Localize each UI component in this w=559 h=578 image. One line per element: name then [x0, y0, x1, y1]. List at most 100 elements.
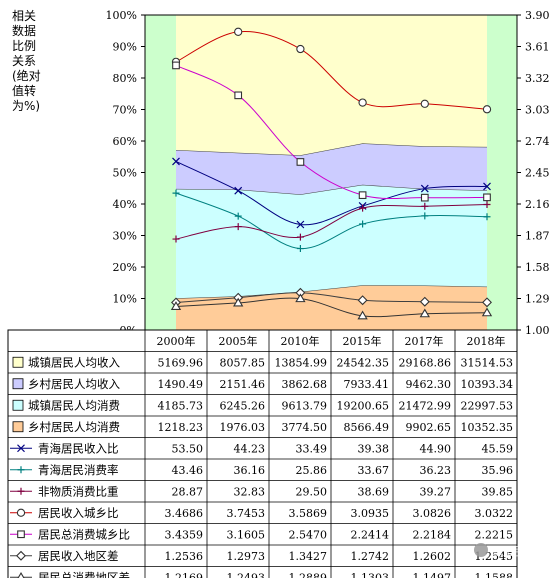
- line-series-10: [175, 297, 488, 318]
- table-cell: 1490.49: [158, 378, 204, 391]
- table-cell: 9613.79: [282, 399, 328, 412]
- table-cell: 25.86: [296, 464, 328, 477]
- table-cell: 43.46: [172, 464, 204, 477]
- table-cell: 2151.46: [220, 378, 266, 391]
- area-2: [176, 184, 487, 299]
- point-6-0: [172, 235, 180, 243]
- legend-key-marker-9: [16, 550, 26, 561]
- point-9-4: [419, 296, 430, 307]
- legend-key-3: [12, 421, 24, 433]
- right-tick-label: 1.58: [525, 261, 550, 274]
- y-axis-title-line: 关系: [12, 54, 36, 68]
- point-5-5: [483, 213, 491, 221]
- table-cell: 3.0826: [413, 507, 452, 520]
- table-border: [7, 329, 518, 578]
- table-cell: 32.83: [234, 485, 266, 498]
- point-10-3: [357, 310, 368, 320]
- table-cell: 53.50: [172, 442, 204, 455]
- right-tick-label: 3.03: [525, 104, 550, 117]
- point-8-1: [234, 91, 243, 100]
- point-4-4: [420, 184, 429, 193]
- point-10-0: [170, 301, 182, 310]
- point-7-1: [234, 27, 243, 36]
- table-cell: 36.16: [234, 464, 266, 477]
- legend-label: 青海居民收入比: [38, 441, 119, 455]
- y-axis-title-line: 相关: [12, 9, 36, 23]
- table-cell: 1.2602: [413, 550, 452, 563]
- right-tick-label: 3.90: [525, 9, 550, 22]
- legend-key-marker-10: [17, 571, 25, 578]
- point-5-2: [296, 245, 304, 253]
- table-cell: 38.69: [358, 485, 390, 498]
- left-tick-label: 90%: [113, 41, 137, 54]
- table-cell: 45.59: [482, 442, 514, 455]
- y-axis-title-line: 比例: [12, 39, 36, 53]
- point-7-4: [420, 99, 429, 108]
- table-cell: 4185.73: [158, 399, 204, 412]
- point-8-3: [358, 191, 367, 200]
- legend-key-1: [12, 378, 24, 390]
- right-tick-label: 1.29: [525, 293, 550, 306]
- legend-key-marker-6: [17, 487, 25, 495]
- legend-label: 青海居民消费率: [38, 463, 119, 477]
- table-cell: 1.1303: [351, 571, 390, 578]
- table-cell: 31514.53: [461, 356, 514, 369]
- legend-label: 乡村居民人均收入: [28, 377, 120, 391]
- table-cell: 39.27: [420, 485, 452, 498]
- point-8-5: [483, 193, 491, 202]
- legend-label: 乡村居民人均消费: [28, 420, 120, 434]
- table-cell: 28.87: [172, 485, 204, 498]
- point-4-1: [234, 186, 243, 195]
- point-8-4: [420, 193, 429, 202]
- table-cell: 10393.34: [461, 378, 514, 391]
- table-cell: 6245.26: [220, 399, 266, 412]
- legend-key-marker-5: [17, 466, 25, 474]
- table-cell: 35.96: [482, 464, 514, 477]
- table-cell: 2.5470: [289, 528, 328, 541]
- table-cell: 9902.65: [406, 421, 452, 434]
- table-cell: 3.4359: [165, 528, 204, 541]
- point-10-2: [295, 293, 306, 303]
- legend-key-marker-4: [17, 444, 25, 453]
- table-cell: 13854.99: [275, 356, 328, 369]
- y-axis-title-line: 为%): [12, 99, 40, 113]
- right-tick-label: 1.87: [525, 230, 550, 243]
- table-cell: 3.1605: [227, 528, 266, 541]
- y-axis-title-line: (绝对: [12, 68, 41, 83]
- point-6-4: [421, 202, 429, 210]
- y-axis-title-line: 值转: [12, 83, 36, 98]
- point-5-3: [359, 220, 367, 228]
- table-cell: 44.23: [234, 442, 266, 455]
- table-cell: 3774.50: [282, 421, 328, 434]
- table-cell: 36.23: [420, 464, 452, 477]
- table-cell: 2.2414: [351, 528, 390, 541]
- legend-label: 城镇居民人均收入: [28, 355, 120, 369]
- table-cell: 21472.99: [399, 399, 452, 412]
- point-4-0: [172, 157, 180, 166]
- table-cell: 5169.96: [158, 356, 204, 369]
- left-tick-label: 10%: [113, 293, 137, 306]
- table-cell: 1.2889: [289, 571, 328, 578]
- left-tick-label: 60%: [113, 135, 137, 148]
- table-cell: 1976.03: [220, 421, 266, 434]
- watermark-text: 掌上股书: [492, 544, 536, 558]
- left-tick-label: 40%: [113, 198, 137, 211]
- table-cell: 8566.49: [344, 421, 390, 434]
- table-cell: 3.5869: [289, 507, 328, 520]
- legend-label: 居民总消费城乡比: [38, 527, 130, 541]
- table-cell: 1.2493: [227, 571, 266, 578]
- table-cell: 3.0935: [351, 507, 390, 520]
- table-cell: 39.85: [482, 485, 514, 498]
- point-7-3: [358, 98, 367, 107]
- legend-key-0: [12, 356, 24, 368]
- table-cell: 3.0322: [475, 507, 514, 520]
- table-cell: 29.50: [296, 485, 328, 498]
- table-cell: 3.4686: [165, 507, 204, 520]
- legend-key-marker-8: [17, 530, 25, 539]
- legend-key-2: [12, 399, 24, 411]
- right-tick-label: 2.74: [525, 135, 550, 148]
- area-0: [176, 15, 487, 156]
- point-10-5: [481, 307, 493, 317]
- left-tick-label: 20%: [113, 261, 137, 274]
- point-7-5: [482, 105, 492, 114]
